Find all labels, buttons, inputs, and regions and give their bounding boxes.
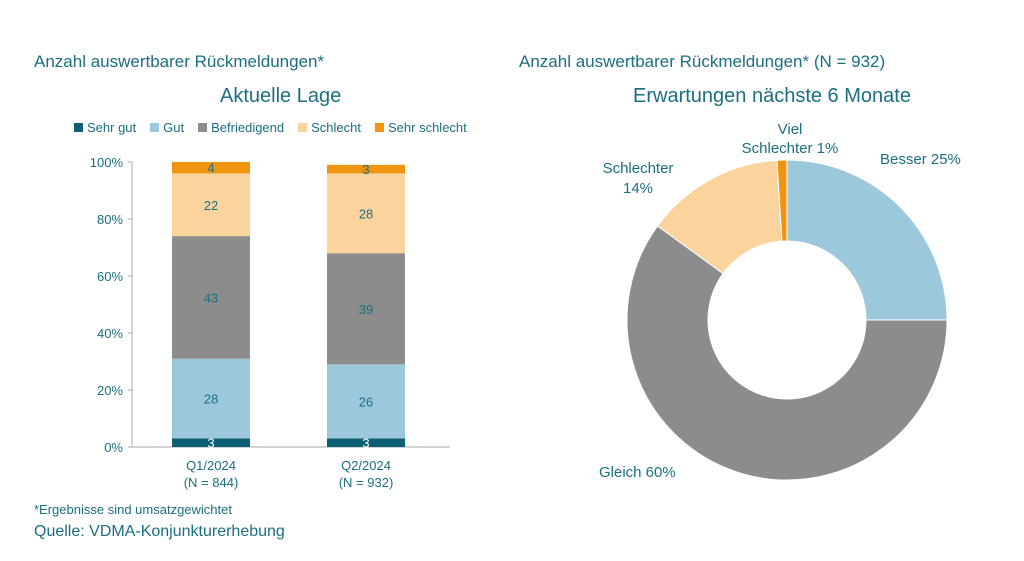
legend-item-sehr-schlecht: Sehr schlecht xyxy=(375,120,467,135)
bar-segment xyxy=(172,358,250,439)
footnote: *Ergebnisse sind umsatzgewichtet xyxy=(34,502,232,517)
bar-segment xyxy=(327,253,405,365)
bar-segment xyxy=(172,162,250,174)
left-header: Anzahl auswertbarer Rückmeldungen* xyxy=(34,52,325,71)
x-category-sublabel: (N = 844) xyxy=(184,475,239,490)
slice-label-besser: Besser 25% xyxy=(880,151,961,168)
legend-label-schlecht: Schlecht xyxy=(311,120,361,135)
legend-swatch-gut xyxy=(150,123,160,132)
bar-segment xyxy=(327,164,405,174)
legend-swatch-befriedigend xyxy=(198,123,208,132)
bar-value-label: 3 xyxy=(207,436,214,451)
legend-swatch-sehr-gut xyxy=(74,123,83,132)
y-tick-label: 0% xyxy=(104,440,123,455)
bar-value-label: 3 xyxy=(362,436,369,451)
legend-swatch-schlecht xyxy=(298,123,308,132)
left-chart-title: Aktuelle Lage xyxy=(220,85,342,107)
donut-chart: Besser 25% Gleich 60% Schlechter 14% Viel Sch… xyxy=(599,121,961,481)
bar-value-label: 3 xyxy=(362,162,369,177)
slice-label-gleich: Gleich 60% xyxy=(599,464,676,481)
bar-value-label: 26 xyxy=(359,394,373,409)
x-category-label: Q2/2024 xyxy=(341,458,391,473)
legend-item-schlecht: Schlecht xyxy=(298,120,361,135)
bar-segment xyxy=(327,173,405,254)
bar-value-label: 28 xyxy=(359,206,373,221)
bar-segment xyxy=(327,438,405,447)
bar-value-label: 22 xyxy=(204,198,218,213)
slice-label-viel: Viel xyxy=(778,121,803,138)
bar-value-label: 39 xyxy=(359,302,373,317)
slice-label-viel-schlechter-value: Schlechter 1% xyxy=(742,140,839,157)
donut-slice xyxy=(776,159,788,242)
bar-segment xyxy=(172,173,250,237)
right-chart-title: Erwartungen nächste 6 Monate xyxy=(633,85,911,107)
y-tick-label: 60% xyxy=(97,269,123,284)
right-header: Anzahl auswertbarer Rückmeldungen* (N = … xyxy=(519,52,886,71)
legend-label-gut: Gut xyxy=(163,120,185,135)
donut-slice xyxy=(786,159,948,321)
slice-label-schlechter: Schlechter xyxy=(603,160,674,177)
bar-segment xyxy=(327,364,405,439)
bar-legend: Sehr gut Gut Befriedigend Schlecht Sehr … xyxy=(74,120,467,135)
source-note: Quelle: VDMA-Konjunkturerhebung xyxy=(34,523,285,540)
legend-label-sehr-schlecht: Sehr schlecht xyxy=(388,120,467,135)
bar-value-label: 4 xyxy=(207,161,214,176)
bar-value-label: 43 xyxy=(204,290,218,305)
bar-value-label: 28 xyxy=(204,392,218,407)
legend-item-gut: Gut xyxy=(150,120,184,135)
bar-segment xyxy=(172,236,250,359)
y-tick-label: 40% xyxy=(97,326,123,341)
y-tick-label: 20% xyxy=(97,383,123,398)
stacked-bar-chart: 0% 20% 40% 60% 80% 100% 3 28 43 22 4 Q1/2024 (N = 84… xyxy=(90,155,450,490)
y-tick-label: 100% xyxy=(90,155,124,170)
legend-label-sehr-gut: Sehr gut xyxy=(87,120,137,135)
y-tick-label: 80% xyxy=(97,212,123,227)
legend-item-befriedigend: Befriedigend xyxy=(198,120,284,135)
bar-segment xyxy=(172,438,250,447)
legend-swatch-sehr-schlecht xyxy=(375,123,384,132)
legend-item-sehr-gut: Sehr gut xyxy=(74,120,136,135)
slice-label-schlechter-value: 14% xyxy=(623,180,653,197)
legend-label-befriedigend: Befriedigend xyxy=(211,120,285,135)
donut-slice xyxy=(626,225,948,481)
x-category-sublabel: (N = 932) xyxy=(339,475,394,490)
x-category-label: Q1/2024 xyxy=(186,458,236,473)
